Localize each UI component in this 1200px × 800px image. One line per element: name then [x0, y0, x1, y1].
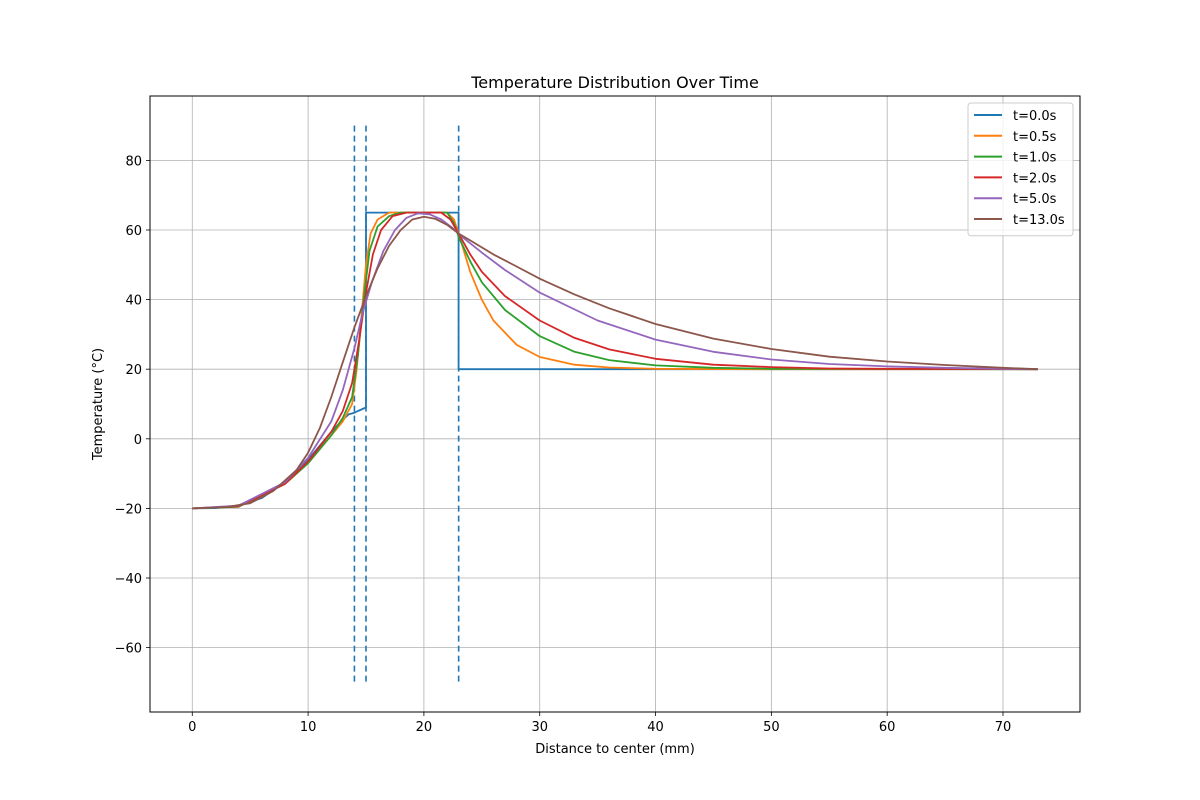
y-tick-label: 80	[125, 154, 142, 169]
x-tick-label: 20	[416, 720, 433, 735]
series-line	[192, 211, 1038, 510]
y-tick-label: 20	[125, 363, 142, 378]
x-tick-label: 0	[188, 720, 196, 735]
legend-label: t=2.0s	[1013, 171, 1057, 186]
x-tick-label: 50	[763, 720, 780, 735]
x-tick-label: 60	[879, 720, 896, 735]
y-tick-label: −60	[115, 642, 142, 657]
y-tick-label: 40	[125, 294, 142, 309]
series-lines	[192, 211, 1038, 510]
legend-label: t=1.0s	[1013, 151, 1057, 166]
x-tick-label: 40	[647, 720, 664, 735]
legend-label: t=13.0s	[1013, 213, 1065, 228]
x-axis-label: Distance to center (mm)	[535, 742, 695, 757]
x-tick-label: 30	[531, 720, 548, 735]
series-line	[192, 212, 1038, 510]
legend-label: t=0.5s	[1013, 130, 1057, 145]
y-tick-label: −20	[115, 502, 142, 517]
legend-label: t=5.0s	[1013, 192, 1057, 207]
chart-title: Temperature Distribution Over Time	[470, 73, 759, 92]
plot-frame	[149, 95, 1081, 713]
y-axis-ticks: −60 −40 −20 0 20 40 60 80	[115, 154, 150, 657]
y-axis-label: Temperature (°C)	[91, 348, 106, 461]
legend: t=0.0s t=0.5s t=1.0s t=2.0s t=5.0s t=13.0s	[967, 102, 1074, 237]
x-tick-label: 10	[300, 720, 317, 735]
series-line	[192, 215, 1038, 510]
y-tick-label: 0	[134, 433, 142, 448]
y-tick-label: 60	[125, 224, 142, 239]
x-axis-ticks: 0 10 20 30 40 50 60 70	[188, 712, 1011, 735]
y-tick-label: −40	[115, 572, 142, 587]
legend-label: t=0.0s	[1013, 109, 1057, 124]
x-tick-label: 70	[995, 720, 1012, 735]
